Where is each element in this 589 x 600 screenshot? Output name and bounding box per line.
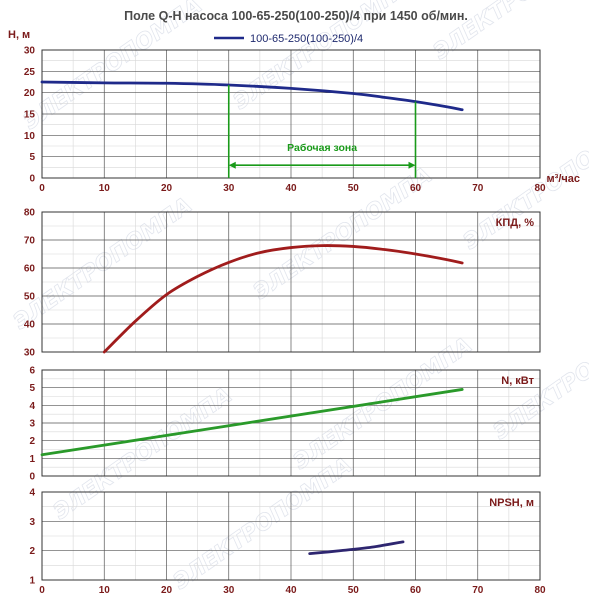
y-tick-label: 2 [29,546,35,557]
panel-NPSH: 1 2 3 4 NPSH, м 0 10 20 30 40 50 60 70 80 [29,488,546,597]
x-tick-label: 60 [410,183,422,194]
x-tick-label: 40 [285,585,297,596]
series-line-NPSH [308,540,405,555]
chart-title: Поле Q-H насоса 100-65-250(100-250)/4 пр… [124,9,468,23]
y-tick-label: 3 [29,419,35,430]
x-tick-label: 70 [472,183,484,194]
series-line-H [40,80,464,112]
plot-frame [41,49,541,179]
y-tick-label: 4 [29,488,35,499]
y-tick-label: 30 [24,46,36,57]
y-tick-label: 3 [29,517,35,528]
y-tick-label: 15 [24,110,36,121]
working-zone-label: Рабочая зона [287,142,357,154]
y-tick-label: 20 [24,88,36,99]
y-tick-label: 4 [29,401,35,412]
panel-label-efficiency: КПД, % [496,217,535,229]
y-tick-label: 1 [29,454,35,465]
x-tick-label: 80 [534,585,546,596]
y-tick-label: 2 [29,436,35,447]
panel-N: 0 1 2 3 4 5 6 N, кВт [29,366,541,483]
watermark-text: ЭЛЕКТРОПОМПА [9,193,197,335]
y-tick-label: 5 [29,152,35,163]
x-tick-label: 0 [39,183,45,194]
y-tick-label: 50 [24,292,36,303]
series-line-efficiency [102,244,464,354]
x-tick-label: 80 [534,183,546,194]
x-axis-label: м³/час [547,173,580,185]
working-zone: Рабочая зона [227,84,417,178]
legend-label: 100-65-250(100-250)/4 [250,33,363,45]
y-tick-label: 40 [24,320,36,331]
plot-frame [41,211,541,353]
y-tick-label: 80 [24,208,36,219]
y-tick-label: 60 [24,264,36,275]
x-tick-label: 30 [223,585,235,596]
y-tick-label: 1 [29,576,35,587]
x-tick-label: 20 [161,585,173,596]
y-tick-label: 30 [24,348,36,359]
x-tick-label: 50 [348,183,360,194]
x-tick-label: 50 [348,585,360,596]
y-tick-label: 0 [29,472,35,483]
series-line-N [40,388,464,457]
y-tick-label: 5 [29,383,35,394]
panel-efficiency: 30 40 50 60 70 80 КПД, % [24,208,541,359]
y-tick-label: 25 [24,67,36,78]
watermark-text: ЭЛЕКТРОПОМПА [289,333,477,475]
y-tick-label: 70 [24,236,36,247]
panel-H: 0 5 10 15 20 25 30 Рабочая зона 0 10 20 30 40 50 60 70 8… [8,29,580,194]
x-tick-label: 30 [223,183,235,194]
watermark-text: ЭЛЕКТРОПОМПА [49,383,237,525]
y-axis-label-H: H, м [8,29,30,41]
x-tick-label: 10 [99,585,111,596]
x-tick-label: 0 [39,585,45,596]
y-tick-label: 6 [29,366,35,377]
y-tick-label: 10 [24,131,36,142]
watermark-text: ЭЛЕКТРОПОМПА [249,163,437,305]
x-tick-label: 10 [99,183,111,194]
plot-frame [41,369,541,477]
plot-frame [41,491,541,581]
x-tick-label: 20 [161,183,173,194]
arrowhead-left-icon [228,161,236,169]
arrowhead-right-icon [408,161,416,169]
panel-label-N: N, кВт [501,375,534,387]
legend: 100-65-250(100-250)/4 [214,33,363,45]
x-tick-label: 40 [285,183,297,194]
x-tick-label: 60 [410,585,422,596]
panel-label-NPSH: NPSH, м [489,497,534,509]
x-tick-label: 70 [472,585,484,596]
y-tick-label: 0 [29,174,35,185]
watermark-text: ЭЛЕКТРОПОМПА [169,453,357,595]
